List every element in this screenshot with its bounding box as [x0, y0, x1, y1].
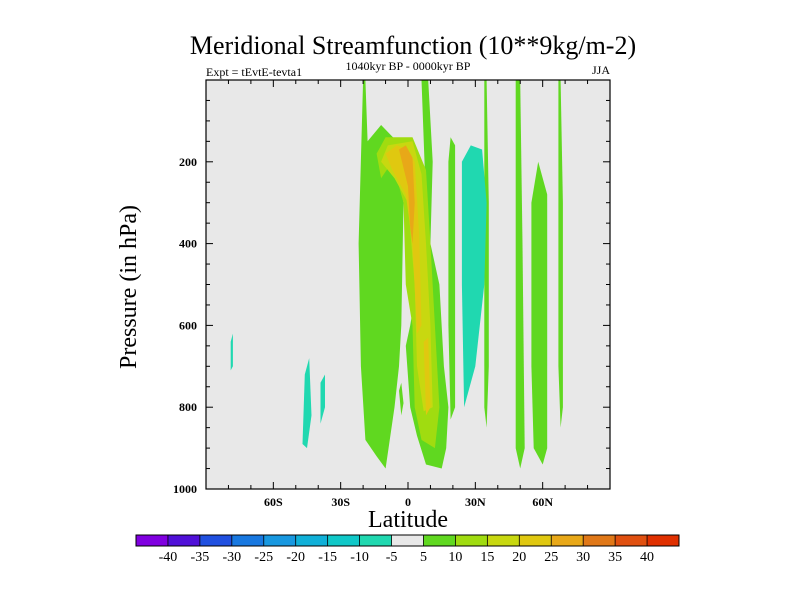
colorbar-swatch: [423, 535, 456, 546]
x-tick-label: 30S: [331, 495, 350, 509]
colorbar-swatch: [583, 535, 616, 546]
contour-region-16: [399, 145, 415, 244]
contour-region-7: [399, 382, 404, 416]
contour-region-15: [423, 337, 431, 416]
chart-subtitle-left: Expt = tEvtE-tevta1: [206, 65, 302, 79]
colorbar-swatch: [487, 535, 520, 546]
contour-region-5: [531, 161, 548, 465]
y-tick-label: 800: [179, 400, 197, 414]
colorbar-swatch: [551, 535, 584, 546]
x-axis: 60S 30S 0 30N 60N: [205, 80, 611, 509]
colorbar-label: -35: [191, 550, 210, 565]
contour-region-0: [358, 80, 404, 469]
contour-regions: [230, 80, 563, 469]
colorbar-swatch: [199, 535, 233, 546]
colorbar-label: 30: [576, 550, 590, 565]
colorbar-swatch: [615, 535, 648, 546]
x-tick-label: 0: [405, 495, 411, 509]
colorbar-label: -30: [222, 550, 241, 565]
colorbar: -40 -35 -30 -25 -20 -15 -10 -5 5 10 15 20 25 30 35 40: [135, 534, 680, 565]
colorbar-label: 15: [480, 550, 494, 565]
colorbar-swatch: [136, 535, 169, 546]
y-tick-label: 600: [179, 318, 197, 332]
colorbar-label: 20: [512, 550, 526, 565]
x-tick-label: 60S: [264, 495, 283, 509]
y-axis: 200 400 600 800 1000: [173, 79, 610, 496]
colorbar-label: -40: [159, 550, 178, 565]
y-tick-label: 200: [179, 155, 197, 169]
colorbar-label: -10: [350, 550, 369, 565]
colorbar-swatch: [455, 535, 488, 546]
y-axis-label: Pressure (in hPa): [116, 205, 142, 369]
colorbar-label: 40: [640, 550, 654, 565]
y-tick-label: 400: [179, 237, 197, 251]
colorbar-swatch: [391, 535, 424, 546]
contour-region-8: [461, 145, 487, 408]
contour-region-6: [558, 80, 563, 428]
colorbar-swatch: [231, 535, 265, 546]
colorbar-frame: [135, 534, 680, 547]
colorbar-label: 10: [448, 550, 462, 565]
contour-region-2: [448, 137, 456, 420]
contour-region-13: [381, 141, 433, 412]
contour-region-3: [484, 80, 489, 428]
colorbar-label: 5: [420, 550, 427, 565]
y-tick-label: 1000: [173, 482, 197, 496]
chart-title: Meridional Streamfunction (10**9kg/m-2): [190, 31, 636, 60]
colorbar-label: 25: [544, 550, 558, 565]
x-axis-label: Latitude: [368, 507, 448, 533]
contour-region-10: [320, 374, 325, 424]
chart-subtitle-right: JJA: [592, 63, 610, 77]
colorbar-label: -25: [254, 550, 273, 565]
chart-subtitle-center: 1040kyr BP - 0000kyr BP: [346, 59, 471, 73]
colorbar-swatch: [167, 535, 201, 546]
x-tick-label: 60N: [532, 495, 553, 509]
colorbar-swatch: [263, 535, 297, 546]
colorbar-swatch: [359, 535, 392, 546]
contour-region-9: [302, 358, 312, 449]
colorbar-label: -5: [386, 550, 398, 565]
x-tick-label: 30N: [465, 495, 486, 509]
contour-region-11: [230, 333, 233, 371]
colorbar-label: 35: [608, 550, 622, 565]
contour-region-4: [515, 80, 525, 469]
colorbar-swatch: [647, 535, 680, 546]
colorbar-swatch: [519, 535, 552, 546]
colorbar-swatch: [327, 535, 360, 546]
colorbar-label: -20: [286, 550, 305, 565]
colorbar-label: -15: [318, 550, 337, 565]
colorbar-swatch: [295, 535, 329, 546]
